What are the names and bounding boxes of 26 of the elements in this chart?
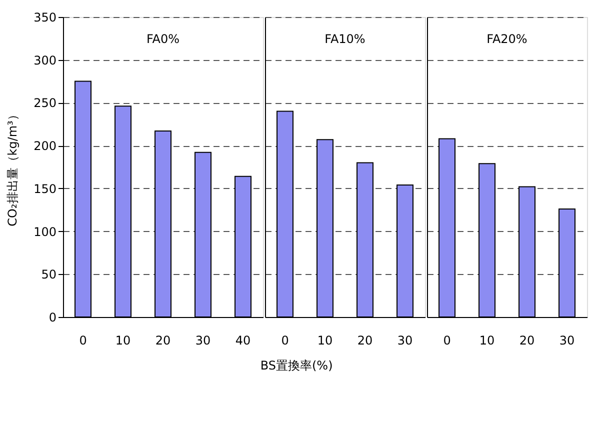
annotation: FA10%: [324, 32, 366, 46]
y-tick-label: 0: [48, 310, 56, 324]
x-tick-label: 30: [397, 334, 413, 348]
x-tick-label: 20: [519, 334, 535, 348]
y-tick-label: 50: [41, 268, 56, 282]
x-tick-label: 10: [115, 334, 131, 348]
y-tick-label: 150: [34, 182, 56, 196]
x-tick-label: 40: [235, 334, 251, 348]
x-tick-label: 10: [317, 334, 333, 348]
x-tick-label: 20: [155, 334, 171, 348]
x-tick-label: 0: [443, 334, 451, 348]
x-tick-label: 10: [479, 334, 495, 348]
x-tick-label: 30: [195, 334, 211, 348]
x-tick-label: 30: [559, 334, 575, 348]
y-tick-label: 350: [34, 10, 56, 24]
y-tick-label: 250: [34, 96, 56, 110]
y-axis-title: CO₂排出量（kg/m³）: [6, 108, 20, 226]
x-tick-label: 20: [357, 334, 373, 348]
annotation: FA20%: [486, 32, 528, 46]
y-tick-label: 300: [34, 53, 56, 68]
y-tick-label: 200: [34, 139, 56, 154]
x-tick-label: 0: [281, 334, 289, 348]
x-tick-label: 0: [79, 334, 87, 348]
y-tick-label: 100: [34, 224, 56, 239]
x-axis-title: BS置換率(%): [260, 358, 333, 372]
annotation: FA0%: [146, 32, 180, 46]
